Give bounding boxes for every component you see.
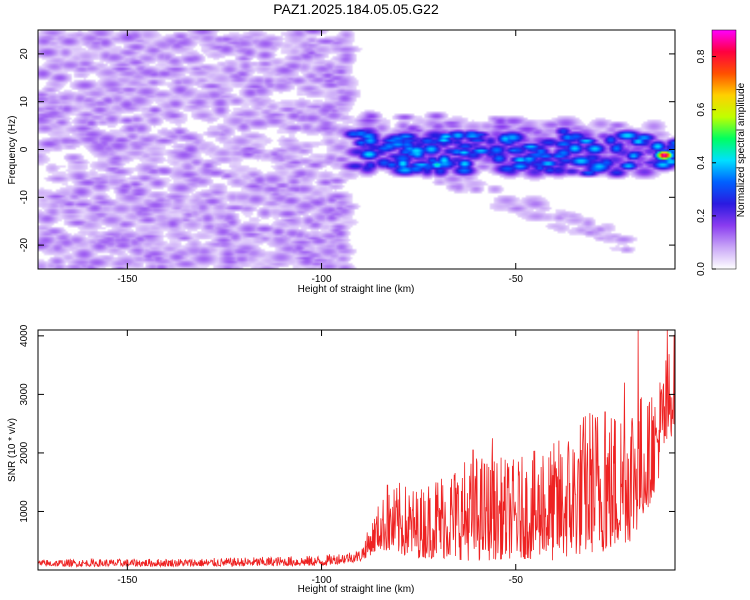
spectrogram-x-tick-label: -50 [509,274,524,285]
spectrogram-y-tick-label: 20 [19,48,30,60]
colorbar-gradient [711,29,737,270]
snr-ticks: -150 -100 -50 1000 2000 3000 4000 [19,324,675,586]
snr-y-tick-label: 4000 [19,324,30,347]
spectrogram-x-tick-label: -100 [312,274,332,285]
colorbar: 0.0 0.2 0.4 0.6 0.8 Normalized spectral ampl… [696,29,747,276]
snr-frame [37,329,676,571]
snr-y-tick-label: 1000 [19,500,30,523]
snr-x-tick-label: -150 [117,575,137,586]
colorbar-tick-label: 0.2 [696,209,707,223]
colorbar-tick-label: 0.8 [696,49,707,63]
spectrogram-y-tick-label: 0 [19,146,30,152]
colorbar-ticks: 0.0 0.2 0.4 0.6 0.8 [696,49,716,276]
chart-title: PAZ1.2025.184.05.05.G22 [273,1,439,17]
spectrogram-y-tick-label: -20 [19,237,30,252]
spectrogram-y-tick-label: 10 [19,96,30,108]
colorbar-tick-label: 0.4 [696,155,707,169]
snr-y-tick-label: 2000 [19,441,30,464]
spectrogram-y-axis-label: Frequency (Hz) [7,116,18,185]
snr-y-axis-label: SNR (10 * v/v) [7,418,18,482]
snr-series-line [38,330,675,569]
colorbar-tick-label: 0.0 [696,262,707,276]
spectrogram-x-axis-label: Height of straight line (km) [298,284,415,295]
spectrogram-x-tick-label: -150 [117,274,137,285]
snr-y-tick-label: 3000 [19,383,30,406]
snr-x-tick-label: -100 [312,575,332,586]
colorbar-tick-label: 0.6 [696,102,707,116]
snr-panel: -150 -100 -50 1000 2000 3000 4000 Height of st… [7,324,676,595]
spectrogram-y-tick-label: -10 [19,190,30,205]
spectrogram-image [38,30,675,269]
snr-x-axis-label: Height of straight line (km) [298,584,415,595]
snr-x-tick-label: -50 [509,575,524,586]
colorbar-label: Normalized spectral amplitude [736,82,747,217]
